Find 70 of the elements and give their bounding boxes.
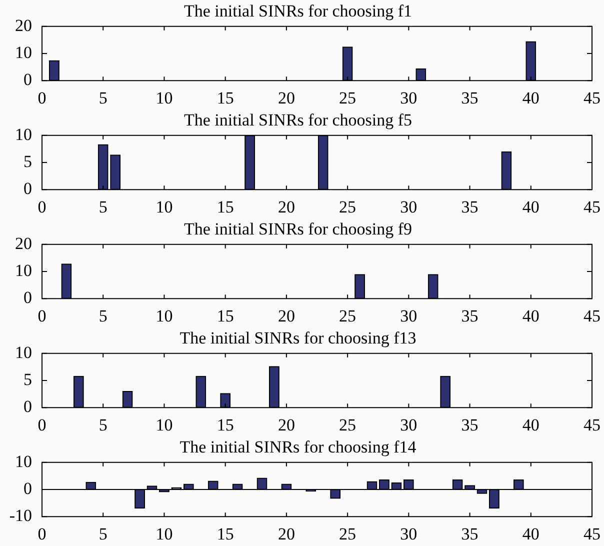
x-tick-label: 5 <box>98 415 108 434</box>
x-tick-label: 10 <box>156 197 173 216</box>
y-tick-label: -10 <box>9 506 32 526</box>
x-tick-label: 20 <box>278 197 295 216</box>
x-tick-label: 35 <box>461 415 478 434</box>
x-tick-label: 0 <box>38 197 46 216</box>
y-tick-label: 0 <box>24 397 32 416</box>
x-tick-label: 15 <box>216 524 234 544</box>
x-tick-label: 0 <box>38 415 46 434</box>
x-tick-label: 0 <box>38 306 46 326</box>
x-tick-label: 20 <box>278 88 295 108</box>
y-tick-label: 5 <box>24 370 32 389</box>
y-tick-label: 0 <box>24 478 32 498</box>
x-tick-label: 0 <box>38 524 46 544</box>
x-tick-label: 25 <box>339 197 356 216</box>
x-tick-label: 40 <box>522 306 540 326</box>
x-tick-label: 25 <box>339 306 356 326</box>
x-tick-label: 10 <box>156 306 173 326</box>
x-tick-label: 5 <box>98 306 108 326</box>
y-tick-label: 10 <box>15 452 32 471</box>
y-tick-label: 10 <box>15 342 32 362</box>
x-tick-label: 5 <box>98 88 108 108</box>
chart-title: The initial SINRs for choosing f5 <box>184 110 412 130</box>
x-tick-label: 20 <box>278 524 295 544</box>
x-tick-label: 45 <box>584 88 600 108</box>
x-tick-label: 15 <box>216 88 234 108</box>
x-tick-label: 35 <box>461 524 478 544</box>
x-tick-label: 20 <box>278 306 295 326</box>
y-tick-label: 0 <box>24 70 32 90</box>
chart-title: The initial SINRs for choosing f9 <box>184 220 412 239</box>
x-tick-label: 20 <box>278 415 295 434</box>
x-tick-label: 10 <box>156 415 173 434</box>
x-tick-label: 0 <box>38 88 46 108</box>
x-tick-label: 30 <box>400 524 418 544</box>
x-tick-label: 25 <box>339 88 356 108</box>
x-tick-label: 15 <box>216 197 234 216</box>
x-tick-label: 25 <box>339 524 356 544</box>
x-tick-label: 10 <box>156 88 173 108</box>
x-tick-label: 45 <box>584 306 600 326</box>
x-tick-label: 15 <box>216 415 234 434</box>
y-tick-label: 0 <box>24 179 32 198</box>
x-tick-label: 35 <box>461 88 478 108</box>
x-tick-label: 45 <box>584 415 600 434</box>
chart-title: The initial SINRs for choosing f13 <box>180 328 416 348</box>
x-tick-label: 30 <box>400 197 418 216</box>
chart-title: The initial SINRs for choosing f14 <box>180 438 417 457</box>
x-tick-label: 25 <box>339 415 356 434</box>
x-tick-label: 40 <box>522 524 540 544</box>
x-tick-label: 40 <box>522 88 540 108</box>
y-tick-label: 20 <box>15 234 32 253</box>
y-tick-label: 0 <box>24 288 32 308</box>
y-tick-label: 20 <box>15 16 32 35</box>
y-tick-label: 5 <box>24 152 32 171</box>
x-tick-label: 10 <box>156 524 173 544</box>
x-tick-label: 45 <box>584 524 600 544</box>
x-tick-label: 35 <box>461 197 478 216</box>
chart-title: The initial SINRs for choosing f1 <box>184 2 412 21</box>
y-tick-label: 10 <box>15 42 32 62</box>
x-tick-label: 40 <box>522 197 540 216</box>
x-tick-label: 5 <box>98 524 108 544</box>
y-tick-label: 10 <box>15 260 32 280</box>
y-tick-label: 10 <box>15 124 32 144</box>
x-tick-label: 30 <box>400 415 418 434</box>
x-tick-label: 35 <box>461 306 478 326</box>
x-tick-label: 30 <box>400 88 418 108</box>
x-tick-label: 30 <box>400 306 418 326</box>
x-tick-label: 45 <box>584 197 600 216</box>
x-tick-label: 15 <box>216 306 234 326</box>
x-tick-label: 40 <box>522 415 540 434</box>
x-tick-label: 5 <box>98 197 108 216</box>
